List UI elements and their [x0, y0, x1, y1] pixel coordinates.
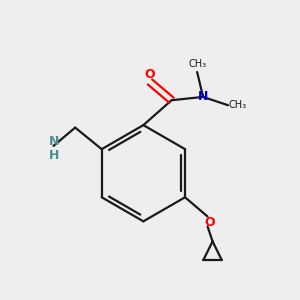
Text: O: O	[204, 216, 214, 229]
Text: CH₃: CH₃	[188, 59, 206, 69]
Text: N: N	[48, 135, 59, 148]
Text: N: N	[198, 90, 208, 104]
Text: CH₃: CH₃	[228, 100, 246, 110]
Text: H: H	[48, 148, 59, 162]
Text: O: O	[145, 68, 155, 81]
